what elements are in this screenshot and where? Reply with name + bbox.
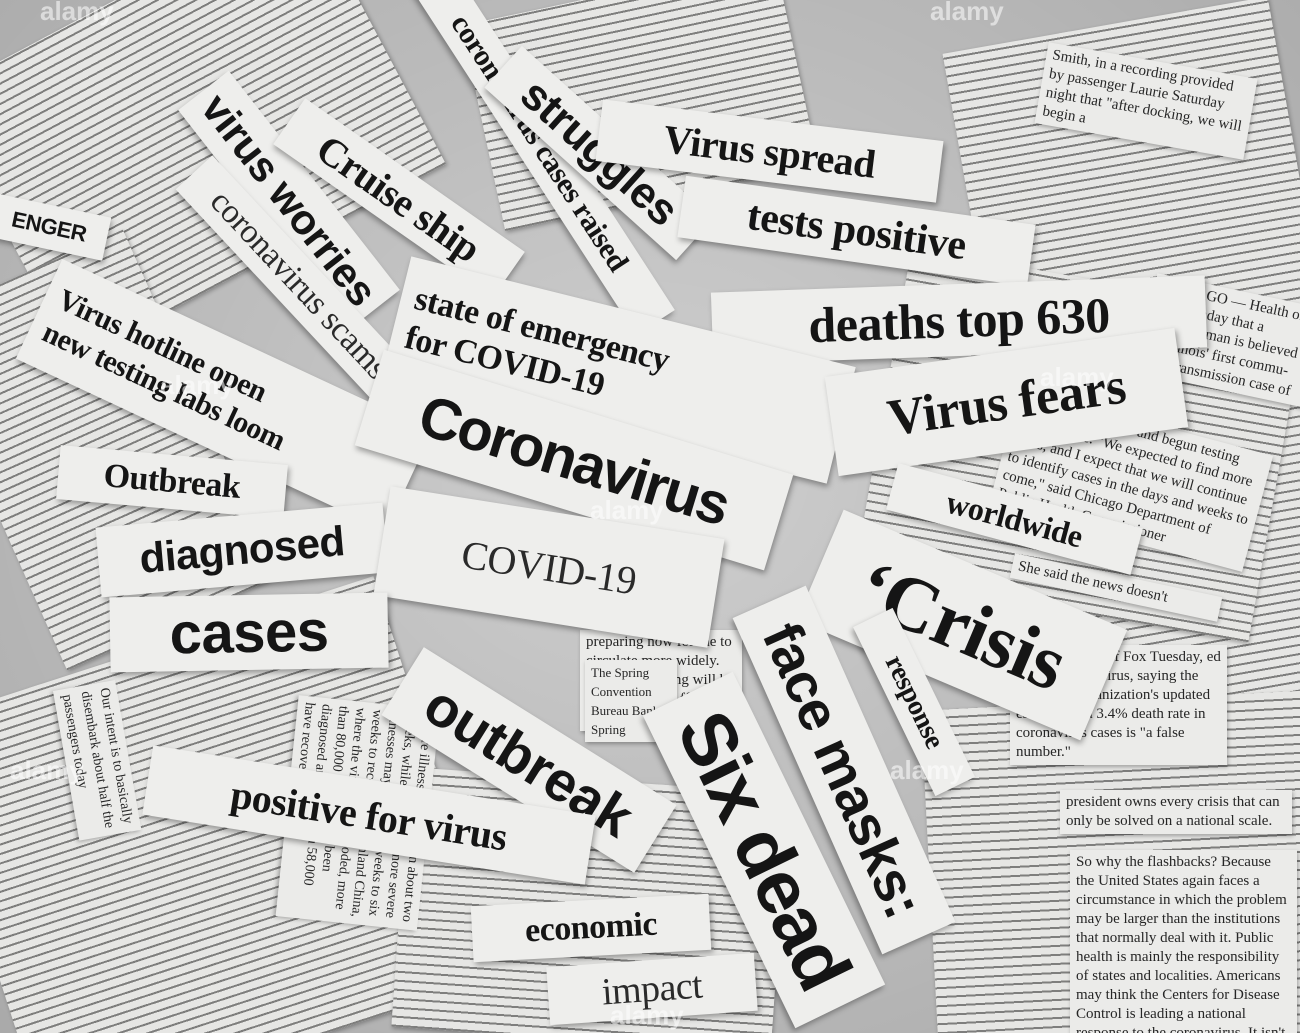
watermark: alamy <box>10 755 84 785</box>
watermark: alamy <box>160 370 234 400</box>
watermark: alamy <box>610 1000 684 1030</box>
headline-cases: cases <box>109 592 389 673</box>
article-snippet-flashbacks: So why the flashbacks? Because the Unite… <box>1070 850 1297 1033</box>
watermark: alamy <box>930 0 1004 26</box>
article-snippet-president: president owns every crisis that can onl… <box>1060 790 1292 834</box>
watermark: alamy <box>590 495 664 525</box>
watermark: alamy <box>890 755 964 785</box>
watermark: alamy <box>40 0 114 26</box>
watermark: alamy <box>1040 362 1114 392</box>
